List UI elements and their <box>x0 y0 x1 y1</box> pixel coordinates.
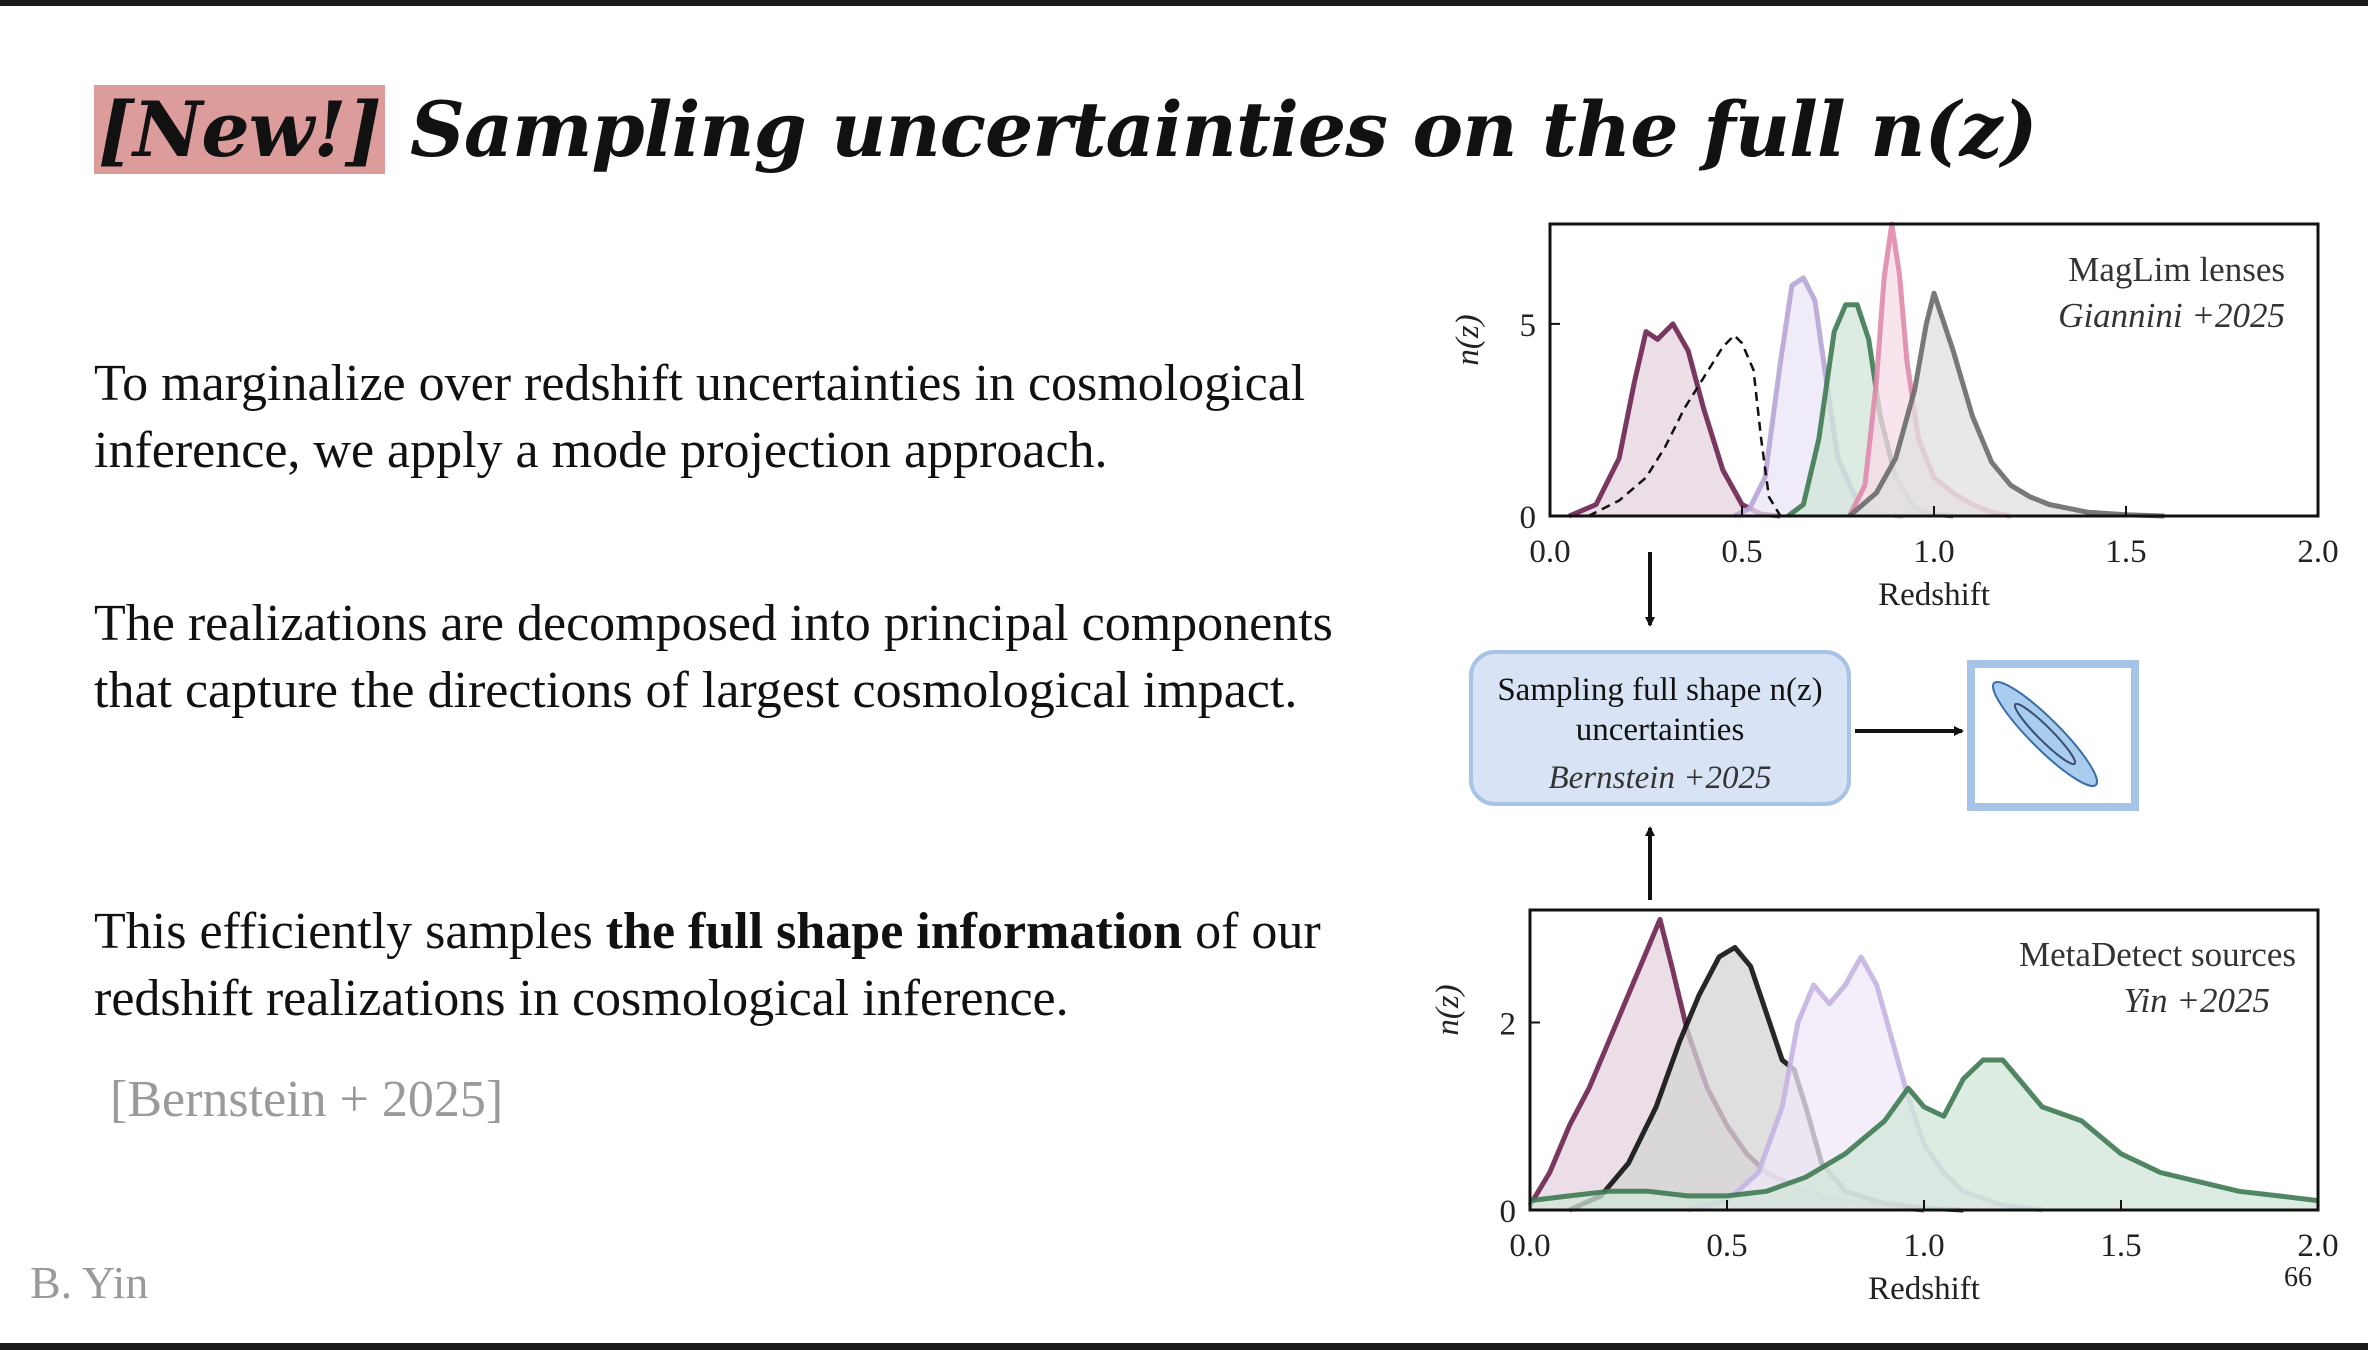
x-tick-label-maglim-4: 2.0 <box>2297 534 2338 570</box>
title-new-badge: [New!] <box>94 85 385 174</box>
y-axis-label-metadetect: n(z) <box>1430 984 1466 1035</box>
chart-maglim-plot <box>1568 221 2165 519</box>
x-tick-label-maglim-3: 1.5 <box>2105 534 2146 570</box>
x-axis-label-metadetect: Redshift <box>1868 1271 1980 1307</box>
x-tick-label-metadetect-3: 1.5 <box>2100 1228 2141 1264</box>
series-line-maglim-dashed <box>1587 333 1782 518</box>
legend-metadetect-line1: MetaDetect sources <box>2019 935 2296 974</box>
series-area-maglim-bin3 <box>1788 304 1954 516</box>
series-area-maglim-bin4 <box>1849 224 2011 516</box>
y-axis-label-maglim: n(z) <box>1450 314 1486 365</box>
series-area-metadetect-bin2 <box>1569 947 1964 1210</box>
sampling-box: Sampling full shape n(z) uncertainties B… <box>1469 650 1851 806</box>
posterior-box <box>1967 660 2139 811</box>
bottom-border <box>0 1343 2368 1350</box>
x-axis-label-maglim: Redshift <box>1878 577 1990 613</box>
sampling-box-ref: Bernstein +2025 <box>1548 760 1772 796</box>
y-tick-label-metadetect-1: 2 <box>1500 1007 1517 1043</box>
sampling-box-line2: uncertainties <box>1575 712 1745 748</box>
y-tick-label-maglim-1: 5 <box>1520 308 1537 344</box>
series-line-maglim-bin5 <box>1847 290 2165 519</box>
slide-title: [New!] Sampling uncertainties on the ful… <box>94 80 2038 180</box>
author-name: B. Yin <box>30 1257 149 1308</box>
page-number: 66 <box>2284 1262 2312 1293</box>
series-area-metadetect-bin4 <box>1530 1060 2318 1210</box>
x-tick-label-maglim-0: 0.0 <box>1529 534 1570 570</box>
paragraph-principal-components: The realizations are decomposed into pri… <box>94 595 1333 719</box>
x-tick-label-metadetect-1: 0.5 <box>1706 1228 1747 1264</box>
series-area-maglim-bin5 <box>1849 293 2165 516</box>
legend-maglim: MagLim lenses Giannini +2025 <box>1900 250 2285 336</box>
chart-metadetect-plot <box>1527 916 2319 1213</box>
sampling-box-line1: Sampling full shape n(z) <box>1497 672 1823 708</box>
legend-metadetect-line2: Yin +2025 <box>2123 981 2270 1020</box>
citation: [Bernstein + 2025] <box>110 1071 504 1128</box>
posterior-ellipse-icon <box>1991 680 2099 788</box>
para3-post: of our redshift realizations in cosmolog… <box>94 903 1321 1027</box>
top-border <box>0 0 2368 6</box>
x-tick-label-metadetect-2: 1.0 <box>1903 1228 1944 1264</box>
x-tick-label-metadetect-4: 2.0 <box>2297 1228 2338 1264</box>
legend-metadetect: MetaDetect sources Yin +2025 <box>1900 935 2296 1021</box>
para3-pre: This efficiently samples <box>94 903 606 960</box>
y-tick-label-metadetect-0: 0 <box>1500 1194 1517 1230</box>
series-area-metadetect-bin3 <box>1687 956 2043 1210</box>
x-tick-label-metadetect-0: 0.0 <box>1509 1228 1550 1264</box>
series-area-maglim-bin1 <box>1569 323 1781 516</box>
y-tick-label-maglim-0: 0 <box>1520 500 1537 536</box>
legend-maglim-line1: MagLim lenses <box>2068 250 2285 289</box>
series-area-metadetect-bin1 <box>1530 919 1924 1210</box>
para3-bold: the full shape information <box>605 903 1183 960</box>
series-area-maglim-bin2 <box>1734 277 1904 516</box>
paragraph-full-shape: This efficiently samples the full shape … <box>94 898 1364 1032</box>
series-line-metadetect-bin4 <box>1529 1057 2319 1204</box>
x-tick-label-maglim-1: 0.5 <box>1721 534 1762 570</box>
title-text: Sampling uncertainties on the full n(z) <box>384 85 2038 174</box>
x-tick-label-maglim-2: 1.0 <box>1913 534 1954 570</box>
legend-maglim-line2: Giannini +2025 <box>2058 296 2285 335</box>
series-line-maglim-bin1 <box>1568 321 1781 519</box>
paragraph-mode-projection: To marginalize over redshift uncertainti… <box>94 355 1306 479</box>
